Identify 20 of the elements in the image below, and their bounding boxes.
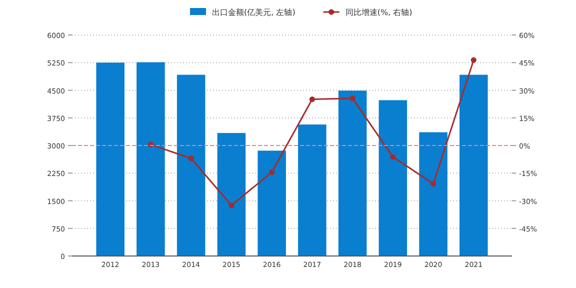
bar <box>419 132 448 256</box>
bar <box>96 62 124 256</box>
point <box>390 154 396 160</box>
bar <box>176 74 206 256</box>
legend-label: 出口金额(亿美元, 左轴) <box>212 8 296 17</box>
bar <box>217 132 246 256</box>
bar <box>298 124 326 256</box>
point <box>188 156 194 162</box>
point <box>430 181 436 187</box>
point <box>470 57 476 63</box>
legend-label: 同比增速(%, 右轴) <box>345 8 412 17</box>
bar <box>378 100 408 256</box>
bar <box>258 150 286 256</box>
bar <box>460 74 488 256</box>
point <box>309 96 315 102</box>
point <box>269 169 275 176</box>
bar <box>338 90 367 256</box>
point <box>350 96 356 102</box>
bar <box>136 62 165 256</box>
point <box>228 202 234 208</box>
